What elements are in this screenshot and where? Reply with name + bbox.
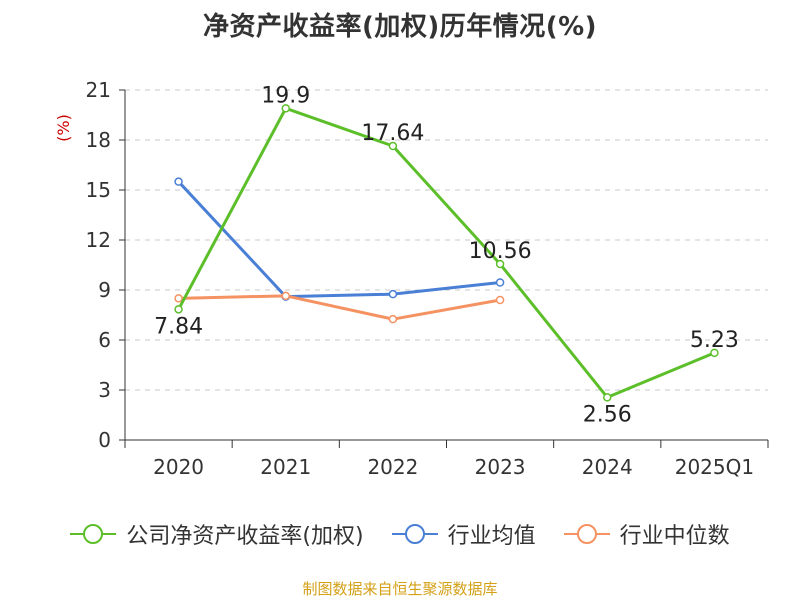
x-tick-label: 2025Q1 (675, 455, 754, 479)
legend-label-company-roe: 公司净资产收益率(加权) (126, 524, 364, 549)
data-label: 2.56 (583, 402, 632, 427)
data-label: 17.64 (361, 121, 424, 146)
legend-label-industry-median: 行业中位数 (619, 524, 730, 549)
legend-item-industry-median[interactable]: 行业中位数 (563, 518, 730, 550)
data-point (603, 393, 612, 402)
data-point (281, 291, 290, 301)
x-tick-label: 2023 (475, 455, 526, 479)
x-tick-label: 2020 (153, 455, 204, 479)
y-tick-label: 0 (98, 428, 111, 452)
legend: 公司净资产收益率(加权) 行业均值 行业中位数 (0, 518, 800, 550)
data-point (174, 305, 183, 314)
data-point (710, 348, 719, 358)
x-tick-label: 2022 (367, 455, 418, 479)
y-tick-label: 9 (98, 278, 111, 302)
series-line (177, 180, 501, 299)
legend-label-industry-mean: 行业均值 (447, 524, 536, 549)
data-point (174, 294, 183, 303)
y-tick-label: 3 (98, 378, 111, 402)
data-point (281, 104, 290, 113)
data-point (495, 295, 505, 305)
data-label: 5.23 (690, 328, 739, 353)
data-label: 7.84 (154, 314, 203, 339)
legend-line-circle-icon (391, 524, 438, 544)
legend-item-company-roe[interactable]: 公司净资产收益率(加权) (70, 518, 364, 550)
data-label: 10.56 (469, 239, 532, 264)
data-point (388, 289, 398, 299)
series-line (177, 106, 715, 399)
data-point (495, 278, 505, 287)
series-line (178, 294, 501, 321)
data-source-footer: 制图数据来自恒生聚源数据库 (302, 580, 498, 598)
data-point (388, 141, 398, 151)
y-tick-label: 21 (86, 78, 111, 102)
x-tick-label: 2024 (582, 455, 633, 479)
x-tick-label: 2021 (260, 455, 311, 479)
legend-line-circle-icon (70, 524, 117, 544)
legend-line-circle-icon (563, 524, 610, 544)
data-label: 19.9 (261, 83, 310, 108)
data-point (495, 259, 505, 269)
data-point (174, 177, 183, 186)
y-tick-label: 18 (86, 128, 111, 152)
data-point (388, 314, 398, 324)
chart-title: 净资产收益率(加权)历年情况(%) (202, 12, 598, 42)
y-tick-label: 6 (98, 328, 111, 352)
y-tick-label: 12 (86, 228, 111, 252)
legend-item-industry-mean[interactable]: 行业均值 (391, 518, 536, 550)
y-tick-label: 15 (86, 178, 111, 202)
